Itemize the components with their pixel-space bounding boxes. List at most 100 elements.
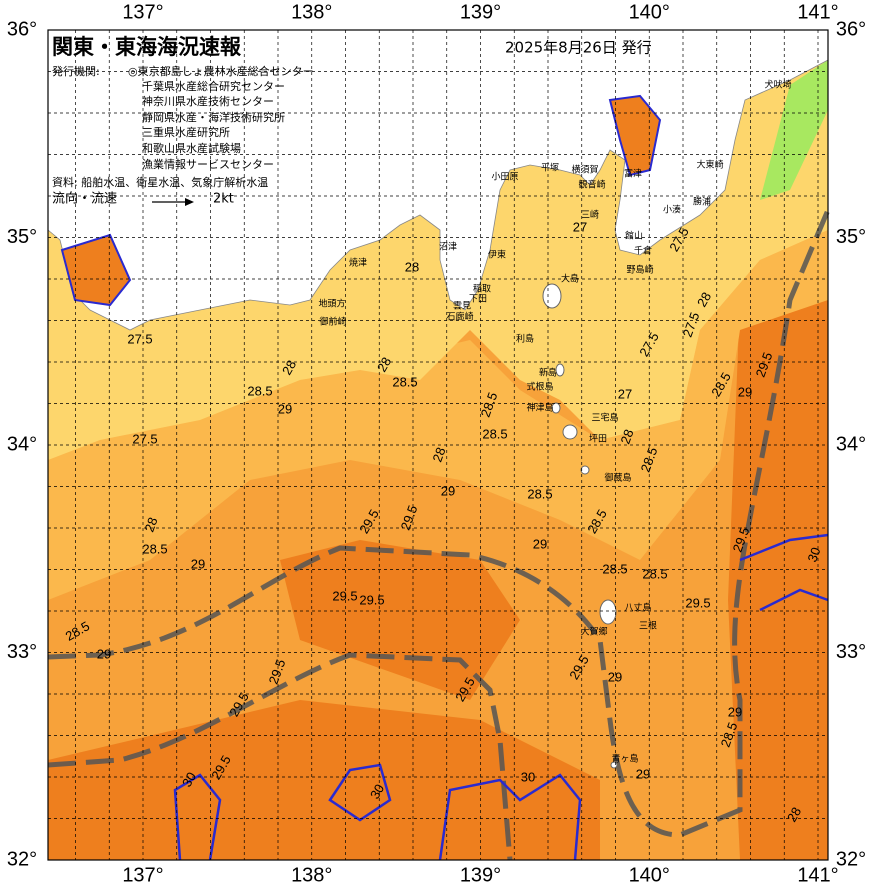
isotherm-label: 29 xyxy=(533,536,547,551)
issuer: 千葉県水産総合研究センター xyxy=(142,79,285,93)
island xyxy=(562,424,578,440)
island xyxy=(551,402,561,414)
lon-label: 140° xyxy=(629,864,670,886)
isotherm-label: 27.5 xyxy=(127,331,152,346)
isotherm-label: 29 xyxy=(636,766,650,781)
cold-water xyxy=(760,60,828,200)
issue-date: 2025年8月26日 発行 xyxy=(505,39,652,57)
isotherm-label: 28 xyxy=(617,427,636,446)
isotherm-label: 29 xyxy=(728,704,742,719)
isotherm-label: 29 xyxy=(608,669,622,684)
place-name: 雲見 xyxy=(453,301,471,312)
place-name: 八丈島 xyxy=(624,602,651,614)
flow-label: 流向・流速 xyxy=(52,191,117,207)
tokyo-bay xyxy=(608,94,662,177)
islands xyxy=(542,283,618,769)
place-name: 利島 xyxy=(516,333,534,345)
lat-label: 33° xyxy=(836,641,866,663)
issuer: 静岡県水産・海洋技術研究所 xyxy=(142,110,285,124)
issuer-label: 発行機関: xyxy=(52,64,100,78)
place-name: 横須賀 xyxy=(571,164,598,176)
kuroshio-axis xyxy=(47,652,513,861)
isotherm-label: 30 xyxy=(367,781,387,801)
place-name: 石廊崎 xyxy=(446,311,473,323)
lat-label: 32° xyxy=(7,848,37,870)
place-name: 館山 xyxy=(625,230,643,242)
place-name: 坪田 xyxy=(589,434,607,445)
place-name: 下田 xyxy=(469,294,487,305)
island xyxy=(580,465,590,475)
lon-label: 138° xyxy=(291,864,332,886)
place-name: 富津 xyxy=(624,168,642,180)
isotherm-label: 28.5 xyxy=(142,541,167,556)
place-name: 観音崎 xyxy=(578,179,605,191)
place-name: 稲取 xyxy=(473,283,491,295)
place-name: 青ヶ島 xyxy=(611,753,638,765)
isotherm-label: 28 xyxy=(141,515,160,534)
isotherm-label: 30 xyxy=(179,769,199,789)
isotherm-label: 28 xyxy=(374,354,394,374)
lon-label: 137° xyxy=(122,1,163,23)
lat-label: 35° xyxy=(7,226,37,248)
place-name: 小湊 xyxy=(663,204,681,216)
isotherm-label: 29 xyxy=(441,483,455,498)
place-name: 小田原 xyxy=(491,172,518,183)
place-name: 平塚 xyxy=(541,163,559,174)
island xyxy=(555,363,565,377)
isotherm-label: 30 xyxy=(521,769,535,784)
lon-label: 141° xyxy=(797,864,838,886)
isotherm-label: 29.5 xyxy=(685,595,710,610)
place-name: 御蔵島 xyxy=(604,472,631,484)
cool-region xyxy=(48,230,828,600)
isotherm-label: 27 xyxy=(618,386,632,401)
grid xyxy=(48,30,828,860)
place-name: 犬吠埼 xyxy=(764,79,791,91)
place-name: 大賀郷 xyxy=(580,626,607,638)
isotherm-label: 27.5 xyxy=(132,431,157,446)
header: 関東・東海海況速報 2025年8月26日 発行 発行機関: 資料: 船舶水温、衛… xyxy=(52,35,652,207)
issuer: 神奈川県水産技術センター xyxy=(142,94,274,108)
isotherm-label: 28 xyxy=(784,804,804,824)
isotherm-label: 29.5 xyxy=(359,592,384,607)
isotherm-label: 29 xyxy=(738,384,752,399)
place-name: 焼津 xyxy=(349,258,367,269)
place-name: 三宅島 xyxy=(591,412,618,424)
place-name: 地頭方 xyxy=(318,298,345,310)
place-name: 神津島 xyxy=(526,402,553,414)
place-name: 千倉 xyxy=(634,245,652,257)
issuer: 三重県水産研究所 xyxy=(142,125,230,139)
isotherm-label: 28 xyxy=(694,289,714,309)
place-name: 伊東 xyxy=(488,249,506,261)
lon-label: 140° xyxy=(629,1,670,23)
warm-region xyxy=(48,700,600,860)
isotherm-label: 29 xyxy=(191,556,205,571)
lat-label: 36° xyxy=(7,18,37,40)
place-name: 勝浦 xyxy=(693,196,711,208)
isotherm-label: 28 xyxy=(405,259,419,274)
lat-label: 32° xyxy=(836,848,866,870)
place-name: 御前崎 xyxy=(319,316,346,328)
isotherm-label: 30 xyxy=(804,545,823,564)
isotherm-label: 28 xyxy=(429,445,448,464)
lat-label: 35° xyxy=(836,226,866,248)
lon-label: 137° xyxy=(122,864,163,886)
isotherm-label: 27 xyxy=(573,219,587,234)
place-name: 式根島 xyxy=(526,381,553,393)
isotherm-label: 28.5 xyxy=(527,486,552,501)
isotherm-label: 28.5 xyxy=(602,561,627,576)
place-name: 三根 xyxy=(639,620,657,632)
lat-label: 34° xyxy=(7,433,37,455)
lon-label: 139° xyxy=(460,1,501,23)
place-name: 大島 xyxy=(561,273,579,285)
isotherm-30 xyxy=(173,533,829,861)
isotherm-label: 29.5 xyxy=(332,588,357,603)
source: 資料: 船舶水温、衛星水温、気象庁解析水温 xyxy=(52,175,268,189)
kuroshio-axis xyxy=(47,209,831,838)
lon-label: 141° xyxy=(797,1,838,23)
place-name: 沼津 xyxy=(439,242,457,253)
place-name: 野島崎 xyxy=(626,264,653,276)
island xyxy=(542,283,562,309)
place-name: 新島 xyxy=(539,367,557,379)
isotherm-label: 28.5 xyxy=(247,383,272,398)
